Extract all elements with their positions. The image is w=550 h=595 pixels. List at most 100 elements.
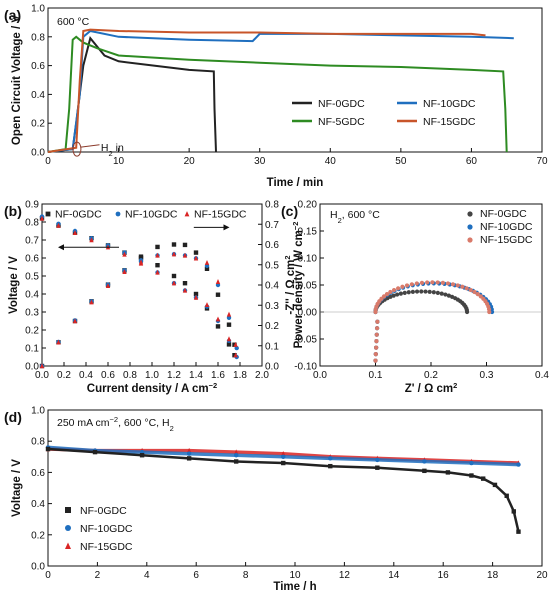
- y-tick-label: -0.10: [294, 362, 317, 373]
- legend-marker-NF-10GDC: [467, 224, 473, 230]
- panel-label-d: (d): [4, 409, 22, 425]
- legend-marker-NF-15GDC: [65, 542, 71, 549]
- x-tick-label: 0: [45, 156, 51, 167]
- data-point-NF-15GDC: [281, 450, 286, 456]
- legend-marker-NF-10GDC: [65, 525, 71, 531]
- data-point-NF-0GDC: [469, 473, 474, 478]
- arrow-head-left: [58, 244, 64, 251]
- data-point-NF-0GDC: [328, 463, 333, 469]
- nyquist-point-NF-0GDC: [446, 293, 451, 298]
- x-tick-label: 1.8: [233, 370, 247, 381]
- legend-label-NF-15GDC: NF-15GDC: [194, 209, 247, 221]
- data-point-NF-10GDC: [328, 456, 333, 461]
- power-point-NF-0GDC: [226, 322, 232, 327]
- x-tick-label: 6: [193, 570, 199, 581]
- nyquist-point-NF-15GDC: [435, 280, 440, 285]
- nyquist-point-NF-15GDC: [455, 283, 460, 288]
- y-axis-label: -Z'' / Ω cm2: [283, 255, 298, 314]
- legend-label-NF-10GDC: NF-10GDC: [80, 523, 133, 535]
- y-tick-label: 0.4: [31, 499, 45, 510]
- y-tick-label: 0.8: [31, 437, 45, 448]
- plot-frame: [47, 7, 543, 153]
- nyquist-point-NF-15GDC: [487, 309, 492, 315]
- x-tick-label: 10: [289, 570, 301, 581]
- legend-marker-NF-15GDC: [467, 237, 473, 243]
- power-point-NF-0GDC: [182, 242, 188, 248]
- y-tick-label: 0.5: [25, 272, 39, 283]
- y-tick-label: 0.6: [31, 61, 45, 72]
- power-point-NF-0GDC: [204, 266, 210, 271]
- series-line-NF-0GDC: [47, 36, 217, 153]
- y-tick-label: 1.0: [31, 406, 45, 417]
- data-point-NF-0GDC: [516, 529, 521, 534]
- legend-label-NF-15GDC: NF-15GDC: [480, 234, 533, 246]
- y-tick-label: 0.8: [31, 32, 45, 43]
- y-tick-label: 0.10: [298, 254, 318, 265]
- x-tick-label: 0.2: [57, 370, 71, 381]
- y2-tick-label: 0.8: [265, 200, 279, 211]
- nyquist-point-NF-15GDC: [373, 352, 378, 357]
- power-point-NF-15GDC: [138, 259, 144, 265]
- h2-in-arrow: [80, 144, 100, 148]
- y-tick-label: 0.9: [25, 200, 39, 211]
- data-point-NF-0GDC: [186, 456, 192, 461]
- x-tick-label: 30: [254, 156, 266, 167]
- legend-label-NF-10GDC: NF-10GDC: [423, 98, 476, 110]
- nyquist-point-NF-0GDC: [419, 289, 424, 294]
- nyquist-point-NF-0GDC: [410, 289, 415, 294]
- x-tick-label: 2.0: [255, 370, 269, 381]
- series-line-NF-5GDC: [47, 35, 508, 153]
- x-tick-label: 0.3: [480, 370, 494, 381]
- power-point-NF-10GDC: [234, 345, 239, 351]
- y-tick-label: 0.00: [298, 308, 318, 319]
- nyquist-point-NF-15GDC: [430, 280, 435, 285]
- nyquist-point-NF-15GDC: [374, 339, 379, 344]
- power-point-NF-0GDC: [138, 254, 144, 259]
- data-point-NF-0GDC: [504, 493, 509, 498]
- nyquist-point-NF-15GDC: [374, 345, 379, 350]
- power-point-NF-15GDC: [72, 318, 78, 324]
- nyquist-point-NF-15GDC: [450, 282, 456, 287]
- y-tick-label: 0.15: [298, 227, 318, 238]
- nyquist-point-NF-15GDC: [460, 284, 465, 289]
- nyquist-point-NF-15GDC: [409, 282, 414, 287]
- x-tick-label: 40: [325, 156, 337, 167]
- series-line-NF-10GDC: [47, 29, 514, 153]
- y-tick-label: 0.05: [298, 281, 318, 292]
- x-tick-label: 0.6: [101, 370, 115, 381]
- nyquist-point-NF-0GDC: [398, 291, 403, 296]
- x-tick-label: 1.0: [145, 370, 159, 381]
- panel-label-c: (c): [281, 203, 298, 219]
- legend-label-NF-15GDC: NF-15GDC: [423, 116, 476, 128]
- voltage-point-NF-15GDC: [226, 336, 232, 342]
- nyquist-point-NF-15GDC: [374, 332, 379, 337]
- power-point-NF-15GDC: [215, 279, 221, 284]
- voltage-point-NF-0GDC: [182, 281, 188, 286]
- x-tick-label: 0.0: [313, 370, 327, 381]
- nyquist-point-NF-15GDC: [400, 284, 405, 289]
- x-tick-label: 20: [536, 570, 548, 581]
- legend-marker-NF-15GDC: [184, 211, 190, 217]
- power-point-NF-0GDC: [215, 292, 221, 297]
- nyquist-point-NF-15GDC: [396, 286, 401, 291]
- power-point-NF-0GDC: [171, 242, 177, 247]
- legend-label-NF-0GDC: NF-0GDC: [80, 505, 127, 517]
- x-tick-label: 18: [487, 570, 499, 581]
- nyquist-point-NF-15GDC: [440, 280, 445, 285]
- voltage-point-NF-15GDC: [182, 287, 188, 293]
- panel-label-a: (a): [4, 7, 21, 23]
- voltage-point-NF-15GDC: [89, 237, 94, 243]
- y-axis-label: Voltage / V: [8, 256, 20, 314]
- x-tick-label: 12: [339, 570, 351, 581]
- x-tick-label: 0.2: [424, 370, 438, 381]
- x-tick-label: 70: [536, 156, 548, 167]
- power-point-NF-15GDC: [226, 311, 232, 317]
- nyquist-point-NF-0GDC: [395, 292, 400, 297]
- x-tick-label: 0.1: [369, 370, 383, 381]
- data-point-NF-10GDC: [469, 460, 474, 466]
- y-tick-label: 1.0: [31, 4, 45, 15]
- nyquist-point-NF-0GDC: [388, 294, 393, 299]
- nyquist-point-NF-0GDC: [391, 293, 396, 298]
- nyquist-point-NF-15GDC: [373, 358, 378, 363]
